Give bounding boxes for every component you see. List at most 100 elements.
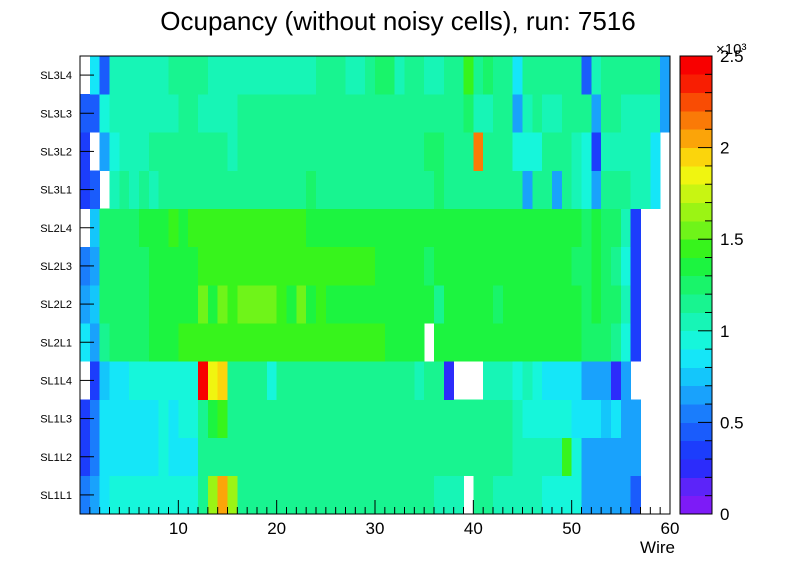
heatmap-cell: [276, 56, 287, 95]
heatmap-cell: [384, 208, 396, 248]
heatmap-cell: [424, 208, 435, 248]
heatmap-cell: [473, 246, 484, 286]
heatmap-cell: [178, 132, 189, 171]
heatmap-cell: [581, 361, 592, 400]
heatmap-cell: [434, 361, 445, 400]
heatmap-cell: [522, 246, 533, 286]
heatmap-cell: [384, 56, 396, 95]
heatmap-cell: [424, 246, 435, 286]
heatmap-cell: [414, 399, 425, 439]
heatmap-cell: [630, 475, 641, 515]
heatmap-cell: [316, 170, 327, 210]
heatmap-cell: [227, 361, 238, 400]
heatmap-cell: [89, 323, 101, 362]
heatmap-cell: [571, 132, 582, 171]
heatmap-cell: [424, 361, 435, 400]
heatmap-cell: [463, 94, 474, 133]
heatmap-cell: [257, 208, 268, 248]
heatmap-cell: [394, 399, 405, 439]
heatmap-cell: [453, 246, 464, 286]
heatmap-cell: [296, 323, 307, 362]
heatmap-cell: [542, 437, 553, 477]
heatmap-cell: [89, 399, 101, 439]
heatmap-cell: [601, 94, 612, 133]
heatmap-cell: [384, 475, 396, 515]
heatmap-cell: [502, 208, 514, 248]
heatmap-cell: [89, 285, 101, 324]
heatmap-cell: [168, 94, 179, 133]
heatmap-cell: [375, 361, 386, 400]
heatmap-cell: [237, 132, 248, 171]
heatmap-cell: [640, 132, 651, 171]
heatmap-cell: [502, 285, 514, 324]
heatmap-cell: [286, 323, 297, 362]
heatmap-cell: [502, 132, 514, 171]
heatmap-cell: [591, 246, 602, 286]
heatmap-cell: [276, 323, 287, 362]
heatmap-cell: [188, 246, 199, 286]
heatmap-cell: [276, 94, 287, 133]
heatmap-cell: [227, 475, 238, 515]
heatmap-cell: [119, 170, 130, 210]
heatmap-cell: [493, 94, 504, 133]
heatmap-cell: [168, 361, 179, 400]
heatmap-cell: [217, 361, 228, 400]
heatmap-cell: [296, 475, 307, 515]
heatmap-cell: [148, 437, 160, 477]
heatmap-cell: [345, 94, 356, 133]
heatmap-cell: [522, 361, 533, 400]
heatmap-cell: [306, 361, 317, 400]
heatmap-cell: [394, 56, 405, 95]
x-tick-label: 40: [464, 519, 483, 538]
heatmap-cell: [99, 475, 110, 515]
heatmap-cell: [188, 475, 199, 515]
y-tick-label: SL3L3: [40, 108, 72, 120]
heatmap-cell: [650, 94, 661, 133]
palette-swatch: [680, 312, 712, 332]
heatmap-cell: [601, 361, 612, 400]
heatmap-cell: [158, 285, 169, 324]
heatmap-cell: [375, 399, 386, 439]
heatmap-cell: [109, 170, 120, 210]
heatmap-cell: [571, 94, 582, 133]
heatmap-cell: [581, 56, 592, 95]
heatmap-cell: [148, 170, 160, 210]
color-palette: [679, 55, 713, 515]
heatmap-cell: [247, 170, 258, 210]
heatmap-cell: [227, 246, 238, 286]
y-tick-label: SL3L4: [40, 70, 72, 82]
heatmap-cell: [109, 285, 120, 324]
heatmap-cell: [306, 437, 317, 477]
heatmap-cell: [394, 246, 405, 286]
heatmap-cell: [463, 399, 474, 439]
heatmap-cell: [148, 56, 160, 95]
heatmap-cell: [620, 475, 632, 515]
heatmap-cell: [443, 56, 455, 95]
heatmap-cell: [237, 246, 248, 286]
heatmap-cell: [198, 246, 209, 286]
heatmap-cell: [591, 399, 602, 439]
heatmap-cell: [198, 399, 209, 439]
heatmap-cell: [571, 208, 582, 248]
heatmap-cell: [257, 170, 268, 210]
heatmap-cell: [198, 437, 209, 477]
palette-tick-label: 2: [720, 139, 729, 158]
heatmap-cell: [443, 399, 455, 439]
heatmap-cell: [345, 475, 356, 515]
heatmap-cell: [542, 56, 553, 95]
heatmap-cell: [345, 56, 356, 95]
heatmap-cell: [650, 132, 661, 171]
palette-swatch: [680, 239, 712, 258]
palette-swatch: [680, 165, 712, 185]
heatmap-cell: [178, 56, 189, 95]
heatmap-cell: [188, 94, 199, 133]
y-axis: SL1L1 SL1L2 SL1L3 SL1L4 SL2L1 SL2L2 SL2L3 SL2L4…: [40, 70, 94, 502]
x-tick-label: 60: [661, 519, 680, 538]
heatmap-cell: [217, 475, 228, 515]
heatmap-cell: [483, 285, 494, 324]
heatmap-cell: [129, 94, 140, 133]
heatmap-cell: [394, 475, 405, 515]
heatmap-cell: [630, 437, 641, 477]
heatmap-cell: [99, 246, 110, 286]
heatmap-cell: [99, 208, 110, 248]
